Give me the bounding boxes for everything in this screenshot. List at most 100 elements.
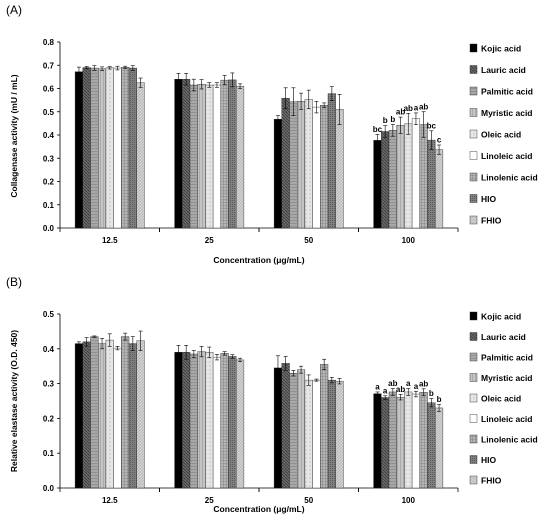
legend-label: Palmitic acid	[481, 353, 533, 363]
bar-kojic-acid	[373, 393, 382, 489]
x-tick-label: 100	[402, 236, 416, 245]
legend-label: HIO	[481, 194, 497, 204]
y-axis-label: Relative elastase activity (O.D. 450)	[9, 330, 19, 472]
legend-label: Myristic acid	[481, 108, 533, 118]
significance-label: b	[390, 115, 395, 124]
y-tick-label: 0.2	[43, 178, 55, 187]
legend-label: Oleic acid	[481, 130, 521, 140]
bar-lauric-acid	[381, 131, 390, 229]
bar-linolenic-acid	[121, 336, 130, 489]
legend-swatch	[469, 475, 478, 485]
x-tick-label: 50	[304, 496, 313, 505]
bar-myristic-acid	[396, 125, 405, 229]
bar-linolenic-acid	[419, 124, 428, 229]
legend-label: FHIO	[481, 476, 502, 486]
legend-label: Linolenic acid	[481, 435, 538, 445]
legend-label: FHIO	[481, 216, 502, 226]
x-tick-label: 12.5	[102, 496, 118, 505]
y-tick-label: 0.7	[43, 61, 55, 70]
bar-hio	[128, 343, 137, 489]
bar-hio	[427, 139, 436, 229]
significance-label: ab	[419, 102, 428, 111]
significance-label: bc	[427, 121, 437, 130]
bar-hio	[228, 356, 237, 489]
bar-oleic-acid	[304, 99, 313, 229]
bar-linolenic-acid	[121, 67, 130, 229]
bar-palmitic-acid	[289, 372, 298, 489]
bar-hio	[427, 402, 436, 489]
bar-hio	[327, 379, 336, 489]
significance-label: b	[437, 395, 442, 404]
bar-lauric-acid	[182, 78, 191, 229]
legend-swatch	[469, 455, 478, 464]
bar-kojic-acid	[174, 78, 183, 229]
bar-fhio	[136, 82, 145, 229]
bar-fhio	[335, 109, 344, 229]
bar-lauric-acid	[82, 67, 91, 229]
bar-hio	[228, 79, 237, 229]
bar-oleic-acid	[404, 391, 413, 489]
bar-linolenic-acid	[320, 364, 329, 489]
legend-label: Myristic acid	[481, 373, 533, 383]
bar-palmitic-acid	[189, 353, 198, 489]
bar-linoleic-acid	[113, 347, 122, 489]
legend-swatch	[469, 215, 478, 225]
legend-swatch	[469, 65, 478, 74]
y-tick-label: 0.0	[43, 484, 55, 493]
legend-swatch	[469, 194, 478, 203]
bar-lauric-acid	[182, 352, 191, 489]
bar-lauric-acid	[82, 341, 91, 489]
legend-swatch	[469, 393, 478, 403]
bar-oleic-acid	[205, 84, 214, 229]
y-axis-label: Collagenase activity (mU / mL)	[9, 74, 19, 197]
y-tick-label: 0.1	[43, 449, 55, 458]
legend-swatch	[469, 129, 478, 139]
legend-swatch	[469, 434, 478, 444]
bar-oleic-acid	[105, 67, 114, 229]
y-tick-label: 0.3	[43, 154, 55, 163]
legend: Kojic acid Lauric acid Palmitic acid Myrist…	[469, 312, 538, 486]
significance-label: ab	[419, 379, 428, 388]
significance-label: ab	[404, 104, 413, 113]
bar-linolenic-acid	[320, 105, 329, 229]
bar-myristic-acid	[197, 84, 206, 229]
bar-linoleic-acid	[113, 67, 122, 229]
bar-fhio	[435, 407, 444, 489]
bar-oleic-acid	[404, 123, 413, 229]
bar-oleic-acid	[304, 379, 313, 489]
x-tick-label: 25	[205, 496, 214, 505]
bar-linolenic-acid	[419, 392, 428, 489]
legend-label: Oleic acid	[481, 394, 521, 404]
bar-myristic-acid	[97, 68, 107, 229]
bar-kojic-acid	[373, 140, 382, 229]
legend-label: Linoleic acid	[481, 151, 533, 161]
significance-label: ab	[396, 108, 405, 117]
y-tick-label: 0.2	[43, 414, 55, 423]
x-axis-label: Concentration (μg/mL)	[213, 504, 304, 514]
legend-label: Kojic acid	[481, 44, 521, 54]
y-tick-label: 0.1	[43, 201, 55, 210]
bar-hio	[128, 67, 137, 229]
y-tick-label: 0.0	[43, 224, 55, 233]
legend-label: Lauric acid	[481, 65, 526, 75]
legend-swatch	[469, 332, 478, 341]
legend-swatch	[469, 108, 478, 117]
bar-myristic-acid	[197, 351, 206, 489]
significance-label: ab	[388, 379, 397, 388]
bar-linoleic-acid	[411, 393, 421, 489]
y-tick-label: 0.3	[43, 380, 55, 389]
legend-label: Lauric acid	[481, 332, 526, 342]
legend-swatch	[469, 86, 478, 96]
legend-swatch	[469, 373, 478, 382]
bar-linoleic-acid	[411, 118, 421, 229]
bar-fhio	[435, 149, 444, 229]
bar-fhio	[235, 359, 245, 489]
bar-palmitic-acid	[289, 101, 298, 229]
bar-palmitic-acid	[189, 84, 198, 229]
bar-palmitic-acid	[90, 67, 99, 229]
y-tick-label: 0.5	[43, 108, 55, 117]
legend: Kojic acid Lauric acid Palmitic acid Myrist…	[469, 44, 538, 226]
bar-myristic-acid	[396, 396, 405, 489]
